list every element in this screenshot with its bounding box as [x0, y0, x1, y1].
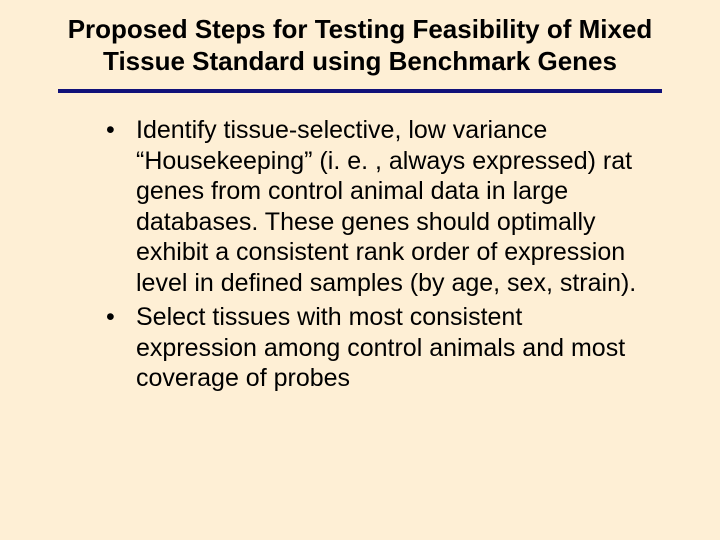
list-item: Identify tissue-selective, low variance … — [106, 115, 646, 298]
list-item: Select tissues with most consistent expr… — [106, 302, 646, 394]
slide: Proposed Steps for Testing Feasibility o… — [0, 0, 720, 540]
bullet-text: Identify tissue-selective, low variance … — [136, 116, 636, 297]
slide-title: Proposed Steps for Testing Feasibility o… — [30, 14, 690, 87]
title-divider-wrap — [30, 89, 690, 93]
bullet-list: Identify tissue-selective, low variance … — [30, 115, 690, 394]
bullet-text: Select tissues with most consistent expr… — [136, 303, 625, 392]
title-divider — [58, 89, 662, 93]
